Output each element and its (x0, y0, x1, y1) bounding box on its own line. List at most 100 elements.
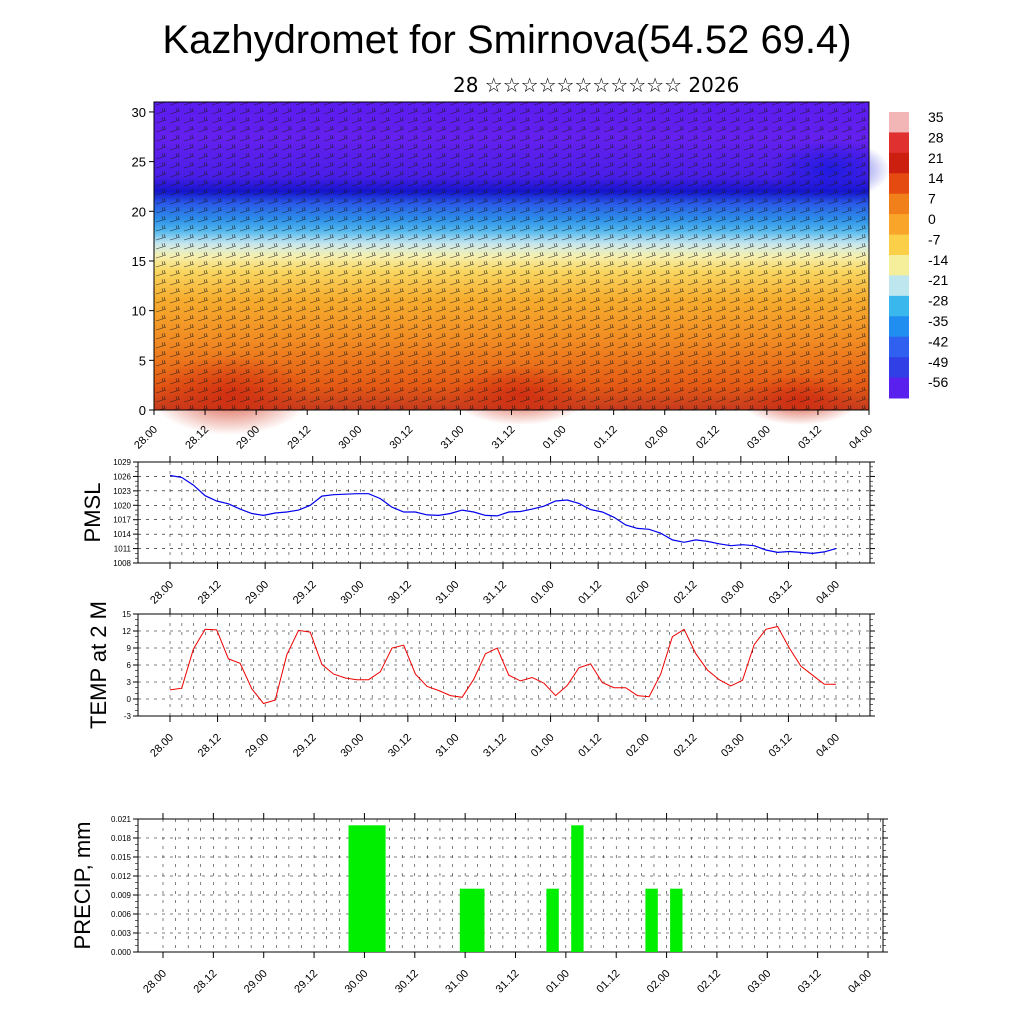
colorbar-label: -49 (928, 354, 948, 370)
panel-3-y-tick-label: 6 (127, 661, 132, 670)
panel-2-x-tick-label: 03.00 (719, 579, 747, 607)
precip-bar (670, 888, 683, 952)
panel-4-y-tick-label: 0.012 (111, 872, 132, 881)
panel-3-x-tick-label: 28.00 (148, 732, 176, 760)
panel-2-x-tick-label: 29.00 (243, 579, 271, 607)
colorbar-label: 7 (928, 191, 936, 207)
panel-4-x-tick-label: 28.12 (192, 968, 220, 996)
colorbar-swatch (889, 357, 909, 379)
panel-2-x-tick-label: 31.00 (434, 579, 462, 607)
heatmap-y-tick-label: 20 (132, 204, 146, 219)
panel-2-x-tick-label: 28.12 (196, 579, 224, 607)
heatmap-x-tick-label: 03.00 (745, 424, 773, 452)
precip-bar (459, 888, 485, 952)
panel-3-x-tick-label: 03.12 (767, 732, 795, 760)
chart-subtitle: 28 ☆☆☆☆☆☆☆☆☆☆☆ 2026 (453, 73, 740, 97)
panel-4-x-tick-label: 29.00 (242, 968, 270, 996)
colorbar-swatch (889, 132, 909, 154)
heatmap-x-tick-label: 28.00 (132, 424, 160, 452)
colorbar-swatch (889, 377, 909, 399)
panel-3-y-tick-label: -3 (124, 712, 132, 721)
panel-3-x-tick-label: 04.00 (814, 732, 842, 760)
panel-4-y-tick-label: 0.015 (111, 853, 132, 862)
panel-3-x-tick-label: 03.00 (719, 732, 747, 760)
panel-4-y-tick-label: 0.000 (111, 948, 132, 957)
panel-4-x-tick-label: 03.00 (745, 968, 773, 996)
panel-3-y-axis-label: TEMP at 2 M (86, 601, 111, 729)
heatmap-x-tick-label: 04.00 (847, 424, 875, 452)
colorbar-swatch (889, 214, 909, 236)
panel-2-y-tick-label: 1011 (114, 545, 132, 554)
heatmap-y-tick-label: 5 (139, 353, 146, 368)
panel-4-x-tick-label: 31.00 (443, 968, 471, 996)
panel-2-y-axis-label: PMSL (80, 483, 105, 543)
wind-barbs (154, 102, 869, 410)
heatmap-y-tick-label: 15 (132, 254, 146, 269)
panel-3-x-tick-label: 28.12 (196, 732, 224, 760)
colorbar-swatch (889, 255, 909, 276)
panel-2-y-tick-label: 1008 (113, 559, 131, 568)
heatmap-x-tick-label: 01.00 (541, 424, 569, 452)
panel-4-x-tick-label: 30.12 (393, 968, 421, 996)
panel-2-x-tick-label: 31.12 (481, 579, 509, 607)
panel-3-x-tick-label: 02.00 (624, 732, 652, 760)
precip-bar (546, 888, 559, 952)
colorbar-swatch (889, 295, 909, 317)
panel-3-x-tick-label: 01.12 (576, 732, 604, 760)
panel-3-y-tick-label: 3 (127, 678, 132, 687)
panel-3-x-tick-label: 30.00 (338, 732, 366, 760)
panel-4-x-tick-label: 02.00 (645, 968, 673, 996)
panel-4-x-tick-label: 04.00 (846, 968, 874, 996)
panel-3-x-tick-label: 31.00 (434, 732, 462, 760)
panel-2-x-tick-label: 02.12 (671, 579, 699, 607)
colorbar-label: -28 (928, 293, 948, 309)
panel-4-x-tick-label: 02.12 (695, 968, 723, 996)
panel-4-y-tick-label: 0.006 (111, 910, 132, 919)
heatmap-x-tick-label: 01.12 (592, 424, 620, 452)
panel-2-y-tick-label: 1020 (113, 501, 131, 510)
panel-2-x-tick-label: 01.12 (576, 579, 604, 607)
panel-2-x-tick-label: 28.00 (148, 579, 176, 607)
panel-4-x-tick-label: 03.12 (796, 968, 824, 996)
chart-title: Kazhydromet for Smirnova(54.52 69.4) (162, 18, 852, 62)
panel-4-y-axis-label: PRECIP, mm (70, 822, 95, 950)
panel-4-x-tick-label: 31.12 (494, 968, 522, 996)
colorbar-swatch (889, 173, 909, 195)
panel-2-y-tick-label: 1029 (113, 458, 131, 467)
colorbar-swatch (889, 112, 909, 133)
panel-4-y-tick-label: 0.018 (111, 834, 132, 843)
precip-bar (645, 888, 658, 952)
colorbar-swatch (889, 234, 909, 256)
panel-3-x-tick-label: 30.12 (386, 732, 414, 760)
panel-2-x-tick-label: 03.12 (767, 579, 795, 607)
colorbar-label: -35 (928, 313, 948, 329)
heatmap-x-tick-label: 02.00 (643, 424, 671, 452)
colorbar-label: -42 (928, 333, 948, 349)
colorbar-swatch (889, 316, 909, 338)
colorbar-label: 14 (928, 170, 944, 186)
panel-4-x-tick-label: 01.00 (544, 968, 572, 996)
colorbar-swatch (889, 193, 909, 215)
panel-4-frame (137, 818, 884, 953)
panel-4-y-tick-label: 0.003 (111, 929, 132, 938)
panel-2-y-tick-label: 1023 (113, 487, 131, 496)
heatmap-x-tick-label: 31.12 (490, 424, 518, 452)
precip-bar (348, 825, 386, 952)
heatmap-y-tick-label: 10 (132, 304, 146, 319)
panel-4-y-tick-label: 0.009 (111, 891, 132, 900)
heatmap-y-tick-label: 25 (132, 155, 146, 170)
panel-3-x-tick-label: 29.12 (291, 732, 319, 760)
heatmap-x-tick-label: 02.12 (694, 424, 722, 452)
colorbar-swatch (889, 152, 909, 174)
colorbar-label: 0 (928, 211, 936, 227)
panel-4-x-tick-label: 28.00 (141, 968, 169, 996)
panel-2-x-tick-label: 30.12 (386, 579, 414, 607)
heatmap-x-tick-label: 29.12 (285, 424, 313, 452)
precip-bar (571, 825, 584, 952)
heatmap-x-tick-label: 30.12 (388, 424, 416, 452)
panel-3-y-tick-label: 9 (127, 644, 132, 653)
panel-3-y-tick-label: 12 (122, 627, 131, 636)
panel-4-x-tick-label: 01.12 (594, 968, 622, 996)
panel-2-y-tick-label: 1026 (113, 472, 131, 481)
panel-4-x-tick-label: 30.00 (343, 968, 371, 996)
